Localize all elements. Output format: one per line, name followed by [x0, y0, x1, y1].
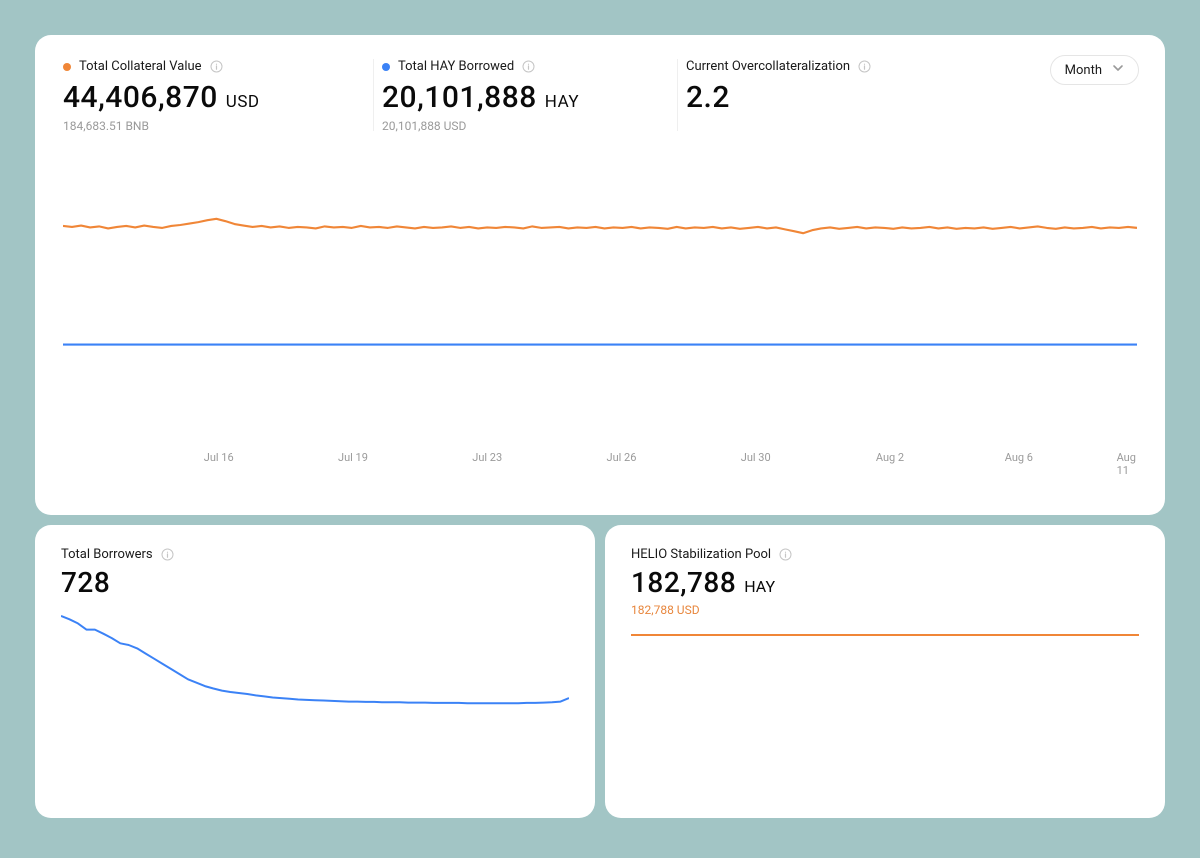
info-icon[interactable] [210, 60, 223, 73]
series-collateral [63, 219, 1137, 233]
metric-unit: HAY [545, 92, 579, 112]
legend-dot-blue [382, 63, 390, 71]
borrowers-chart [61, 609, 569, 729]
x-tick-label: Jul 16 [204, 451, 234, 464]
info-icon[interactable] [522, 60, 535, 73]
borrowers-card: Total Borrowers 728 [35, 525, 595, 818]
card-value: 182,788 [631, 566, 736, 599]
metric-value: 2.2 [686, 80, 730, 115]
x-tick-label: Aug 2 [876, 451, 904, 464]
metric-label: Total HAY Borrowed [398, 59, 514, 74]
borrowers-series [61, 616, 569, 703]
metric-label: Current Overcollateralization [686, 59, 850, 74]
period-label: Month [1065, 63, 1102, 78]
divider [677, 59, 678, 131]
x-tick-label: Jul 19 [338, 451, 368, 464]
card-label: Total Borrowers [61, 547, 153, 562]
pool-card: HELIO Stabilization Pool 182,788 HAY 182… [605, 525, 1165, 818]
period-selector[interactable]: Month [1050, 55, 1139, 85]
x-tick-label: Jul 23 [472, 451, 502, 464]
metrics-row: Total Collateral Value 44,406,870 USD 18… [63, 59, 1137, 133]
metric-unit: USD [226, 92, 260, 112]
divider [373, 59, 374, 131]
card-label: HELIO Stabilization Pool [631, 547, 771, 562]
info-icon[interactable] [858, 60, 871, 73]
metric-collateral: Total Collateral Value 44,406,870 USD 18… [63, 59, 373, 133]
metric-value: 20,101,888 [382, 80, 537, 115]
legend-dot-orange [63, 63, 71, 71]
metric-borrowed: Total HAY Borrowed 20,101,888 HAY 20,101… [382, 59, 677, 133]
card-value: 728 [61, 566, 110, 599]
pool-chart [631, 627, 1139, 747]
metric-sub: 184,683.51 BNB [63, 119, 373, 133]
x-tick-label: Jul 30 [741, 451, 771, 464]
x-tick-label: Jul 26 [607, 451, 637, 464]
x-axis-labels: Jul 16 Jul 19 Jul 23 Jul 26 Jul 30 Aug 2 Aug 6… [63, 451, 1137, 469]
lower-row: Total Borrowers 728 HELIO Stabilization … [35, 525, 1165, 818]
info-icon[interactable] [779, 548, 792, 561]
x-tick-label: Aug 11 [1117, 451, 1136, 477]
main-chart: Jul 16 Jul 19 Jul 23 Jul 26 Jul 30 Aug 2 Aug 6… [63, 153, 1137, 473]
metric-label: Total Collateral Value [79, 59, 202, 74]
metric-overcollat: Current Overcollateralization 2.2 [686, 59, 1016, 115]
main-metrics-card: Month Total Collateral Value 44,406,870 … [35, 35, 1165, 515]
card-unit: HAY [744, 577, 775, 596]
chevron-down-icon [1112, 62, 1124, 78]
x-tick-label: Aug 6 [1005, 451, 1033, 464]
info-icon[interactable] [161, 548, 174, 561]
card-sub: 182,788 USD [631, 603, 1139, 617]
metric-sub: 20,101,888 USD [382, 119, 677, 133]
metric-value: 44,406,870 [63, 80, 218, 115]
